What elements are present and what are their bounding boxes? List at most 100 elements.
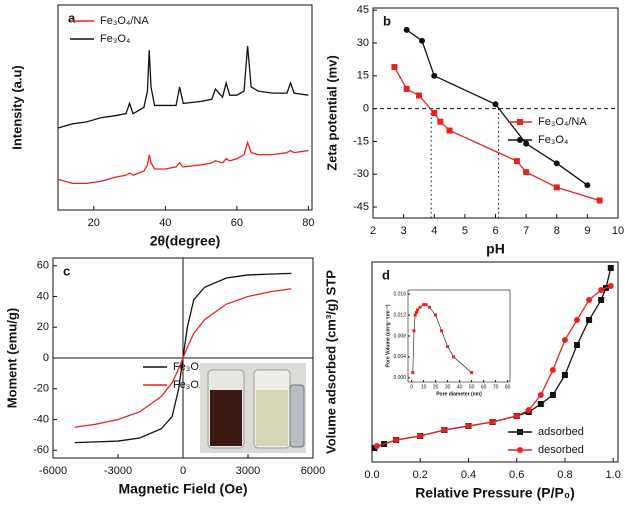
marker [419,37,425,44]
x-axis-label: Pore diameter (nm) [436,391,482,397]
marker [596,197,603,204]
marker [561,372,568,378]
marker [517,447,523,453]
series-line [57,45,309,129]
marker [403,85,410,92]
y-tick-label: 0.016 [393,292,406,298]
series-line [393,66,600,202]
marker [470,371,474,375]
x-tick-label: 80 [302,217,314,229]
x-tick-label: 8 [554,225,560,237]
marker [431,110,438,116]
x-tick-label: 7 [523,225,529,237]
marker [417,433,424,439]
marker [584,182,591,189]
panel-label: c [63,263,70,278]
marker [446,344,450,348]
marker [434,313,438,317]
x-tick-label: 6 [492,225,498,237]
x-tick-label: 0.2 [413,469,428,481]
marker [549,392,556,398]
y-tick-label: 20 [37,321,49,333]
y-tick-label: 0.000 [393,375,406,381]
marker [431,72,438,79]
y-tick-label: 0.012 [393,312,406,318]
x-tick-label: 70 [493,384,499,390]
marker [446,127,453,134]
y-axis-label: Zeta potential (mv) [324,55,339,171]
x-tick-label: 5 [462,225,468,237]
panel-label: d [382,267,390,282]
y-tick-label: -15 [353,135,369,147]
marker [598,297,605,303]
y-tick-label: 15 [357,70,369,82]
marker [441,427,448,433]
x-tick-label: 60 [481,384,487,390]
x-tick-label: 0 [410,384,413,390]
marker [415,92,422,99]
marker [607,283,614,289]
legend-label: desorbed [538,444,584,456]
y-tick-label: -40 [33,413,49,425]
marker [513,413,520,419]
marker [517,119,523,125]
marker [412,329,416,333]
vial-left-liquid [210,390,242,446]
y-tick-label: 30 [357,37,369,49]
marker [553,184,560,191]
y-tick-label: -20 [33,383,49,395]
series-line [57,140,309,184]
marker [523,169,530,176]
x-tick-label: 10 [612,225,624,237]
legend-label: adsorbed [538,426,584,438]
marker [513,158,520,165]
y-axis-label: Volume adsorbed (cm³/g) STP [323,270,338,454]
legend-label: Fe₃O₄ [173,361,204,373]
x-tick-label: 0 [180,465,186,477]
panel-label: a [68,10,76,25]
y-tick-label: 60 [37,260,49,272]
x-tick-label: 0.8 [557,469,572,481]
marker [393,437,400,443]
x-axis-label: Magnetic Field (Oe) [118,481,247,497]
plot-frame [372,7,619,219]
vial-right-liquid [256,390,288,446]
marker [391,64,398,71]
marker [422,303,426,307]
marker [517,429,523,435]
marker [523,140,530,147]
x-tick-label: 0.0 [364,469,379,481]
x-tick-label: 6000 [301,465,325,477]
y-tick-label: 0.008 [393,333,406,339]
x-tick-label: 2 [370,225,376,237]
marker [465,423,472,429]
plot-frame [57,4,313,211]
x-tick-label: 60 [231,217,243,229]
y-tick-label: -45 [353,201,369,213]
marker [424,303,428,307]
marker [525,407,532,413]
legend-label: Fe₃O₄ [538,134,569,146]
marker [411,371,415,375]
marker [492,101,499,108]
marker [517,137,523,143]
magnet [289,384,305,448]
x-tick-label: 3000 [236,465,260,477]
x-tick-label: 9 [584,225,590,237]
marker [607,265,614,271]
x-axis-label: Relative Pressure (P/P₀) [415,485,575,501]
legend-label: Fe₃O₄/NA [100,15,149,27]
marker [549,367,556,373]
y-tick-label: 0 [43,352,49,364]
marker [598,287,605,293]
marker [403,26,410,33]
marker [574,317,580,323]
x-tick-label: 3 [401,225,407,237]
marker [371,445,378,451]
marker [452,355,456,359]
marker [416,308,420,312]
marker [418,305,422,309]
y-axis-label: Intensity (a.u) [9,65,24,150]
y-tick-label: 40 [37,290,49,302]
